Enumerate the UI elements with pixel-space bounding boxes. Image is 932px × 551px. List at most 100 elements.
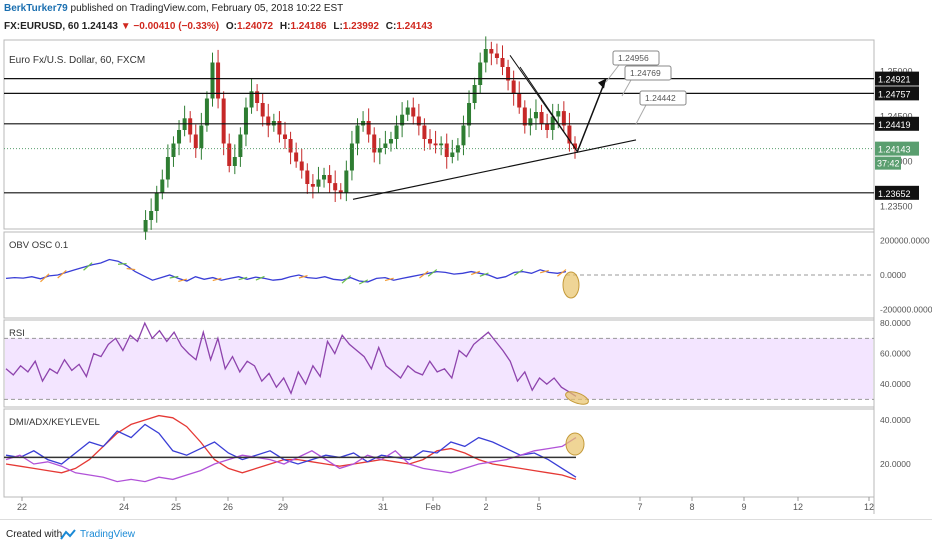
candle-body — [165, 157, 170, 180]
obv-osc-segment — [83, 262, 93, 271]
obv-tick-label: 200000.0000 — [880, 236, 930, 246]
obv-osc-segment — [255, 275, 265, 281]
callout-box — [639, 90, 687, 106]
rsi-tick-label: 60.0000 — [880, 349, 911, 359]
candle-body — [467, 103, 472, 126]
tradingview-logo-icon — [60, 529, 76, 540]
price-change: −0.00410 (−0.33%) — [133, 21, 220, 32]
candle-body — [305, 170, 310, 184]
arrow-head-icon — [598, 78, 606, 89]
candle-body — [556, 111, 561, 117]
candle-body — [310, 184, 315, 187]
candle-body — [506, 67, 511, 81]
key-level-tag — [875, 71, 919, 86]
candle-body — [411, 107, 416, 117]
candle-body — [483, 49, 488, 63]
key-level-label: 1.24921 — [878, 75, 911, 85]
obv-osc-segment — [57, 269, 67, 279]
candle-body — [533, 112, 538, 119]
obv-osc-segment — [427, 269, 438, 277]
candle-body — [277, 121, 282, 135]
x-tick-label: 25 — [171, 502, 181, 512]
rsi-band — [5, 338, 873, 400]
countdown-label: 37:42 — [877, 159, 900, 169]
obv-osc-segment — [117, 262, 127, 265]
tradingview-brand[interactable]: TradingView — [80, 529, 136, 540]
candle-body — [400, 114, 405, 126]
x-tick-label: 24 — [119, 502, 129, 512]
candle-body — [249, 91, 254, 108]
candle-body — [439, 143, 444, 146]
obv-osc-segment — [557, 269, 567, 277]
x-tick-label: 8 — [689, 502, 694, 512]
obv-osc-segment — [40, 273, 50, 283]
obv-osc-segment — [298, 275, 308, 279]
candle-body — [338, 190, 343, 193]
callout-box — [624, 65, 672, 81]
callout-leader — [605, 64, 620, 83]
obv-osc-segment — [341, 275, 352, 284]
rsi-series-0 — [5, 321, 577, 397]
x-tick-label: 5 — [536, 502, 541, 512]
obv-title: OBV OSC 0.1 — [9, 240, 68, 251]
candle-body — [260, 103, 265, 117]
ticker-bar: FX:EURUSD, 60 1.24143 ▼ −0.00410 (−0.33%… — [4, 21, 432, 32]
candle-body — [266, 116, 271, 126]
price-pane-title: Euro Fx/U.S. Dollar, 60, FXCM — [9, 55, 145, 66]
dmi-series-2 — [5, 437, 577, 483]
obv-osc-segment — [169, 275, 179, 279]
candle-body — [517, 94, 522, 108]
obv-osc-segment — [539, 269, 549, 274]
callout-leader — [635, 104, 647, 125]
author-link[interactable]: BerkTurker79 — [4, 3, 68, 14]
dmi-series-0 — [5, 414, 577, 481]
obv-osc-segment — [471, 270, 481, 276]
rsi-highlight — [565, 391, 589, 405]
candle-body — [539, 112, 544, 124]
candle-body — [327, 175, 332, 184]
candle-body — [188, 118, 193, 135]
x-tick-label: 7 — [637, 502, 642, 512]
candle-body — [522, 107, 527, 126]
x-tick-label: 12 — [793, 502, 803, 512]
candle-body — [199, 125, 204, 148]
channel-line — [519, 66, 579, 153]
candle-body — [333, 183, 338, 191]
candle-body — [394, 125, 399, 139]
x-tick-label: Feb — [425, 502, 441, 512]
candle-body — [143, 220, 148, 232]
candle-body — [444, 143, 449, 157]
candle-body — [288, 139, 293, 153]
low-label: L: — [333, 21, 343, 32]
rsi-tick-label: 40.0000 — [880, 379, 911, 389]
key-level-tag — [875, 86, 919, 101]
candle-body — [528, 118, 533, 126]
obv-osc-segment — [419, 270, 429, 279]
candle-body — [494, 53, 499, 58]
candle-body — [210, 62, 215, 99]
high-value: 1.24186 — [290, 21, 327, 32]
projection-arrow — [576, 78, 607, 153]
candle-body — [177, 130, 182, 144]
candle-body — [160, 179, 165, 193]
last-price: 1.24143 — [81, 21, 118, 32]
created-with-text: Created with — [6, 529, 63, 540]
x-tick-label: 2 — [483, 502, 488, 512]
candle-body — [216, 62, 221, 99]
candle-body — [349, 143, 354, 171]
close-value: 1.24143 — [396, 21, 433, 32]
published-text: published on TradingView.com, February 0… — [70, 3, 344, 14]
candle-body — [204, 98, 209, 126]
price-tick-label: 1.24500 — [880, 112, 913, 122]
obv-osc-segment — [238, 276, 248, 281]
last-price-tag — [875, 141, 919, 156]
candle-body — [294, 152, 299, 162]
key-level-label: 1.24757 — [878, 89, 911, 99]
obv-osc-segment — [126, 267, 136, 271]
candle-body — [154, 193, 159, 211]
candle-body — [322, 175, 327, 180]
candle-body — [383, 143, 388, 148]
candles — [143, 36, 577, 240]
open-value: 1.24072 — [236, 21, 274, 32]
